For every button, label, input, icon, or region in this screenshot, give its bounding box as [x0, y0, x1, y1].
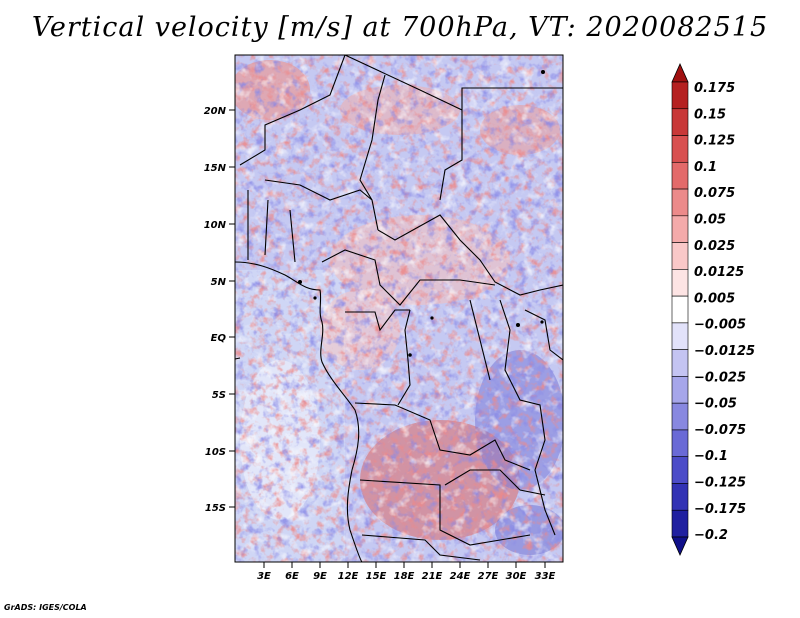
colorbar-label: −0.2 — [694, 528, 728, 543]
colorbar-segment — [671, 456, 689, 484]
lon-label: 27E — [478, 571, 499, 582]
colorbar-segment — [671, 242, 689, 270]
colorbar-label: −0.1 — [694, 449, 728, 464]
colorbar-label: 0.175 — [694, 81, 735, 96]
lon-label: 24E — [450, 571, 471, 582]
lon-label: 18E — [394, 571, 415, 582]
colorbar-segment — [671, 295, 689, 324]
lon-label: 21E — [422, 571, 443, 582]
map-title: Vertical velocity [m/s] at 700hPa, VT: 2… — [31, 12, 769, 43]
colorbar-segment — [671, 322, 689, 350]
lon-label: 9E — [313, 571, 327, 582]
lon-label: 30E — [506, 571, 527, 582]
lat-label: 15S — [205, 503, 226, 514]
colorbar-label: 0.005 — [694, 291, 735, 306]
colorbar-segment — [671, 429, 689, 458]
colorbar-label: −0.175 — [694, 502, 746, 517]
lon-label: 3E — [257, 571, 271, 582]
colorbar-label: 0.05 — [694, 213, 726, 228]
colorbar-label: 0.025 — [694, 239, 735, 254]
lat-label: 5S — [212, 390, 226, 401]
colorbar-bottom-arrow — [671, 536, 689, 556]
colorbar-segment — [671, 161, 689, 190]
longitude-labels: 3E 6E 9E 12E 15E 18E 21E 24E 27E 30E 33E — [257, 571, 555, 582]
colorbar-label: 0.1 — [694, 160, 717, 175]
colorbar-segment — [671, 135, 689, 163]
lon-label: 15E — [366, 571, 387, 582]
colorbar-label: −0.075 — [694, 423, 746, 438]
colorbar-label: 0.125 — [694, 134, 735, 149]
colorbar-segment — [671, 509, 689, 538]
latitude-labels: 20N 15N 10N 5N EQ 5S 10S 15S — [204, 106, 227, 514]
colorbar-segment — [671, 215, 689, 243]
lon-label: 12E — [338, 571, 359, 582]
lat-label: 15N — [204, 163, 227, 174]
colorbar-label: 0.0125 — [694, 265, 744, 280]
map-frame — [234, 54, 564, 563]
lat-label: 10S — [205, 447, 226, 458]
colorbar-segment — [671, 188, 689, 217]
colorbar-segment — [671, 269, 689, 297]
coastlines-borders — [235, 55, 563, 562]
lon-label: 6E — [285, 571, 299, 582]
colorbar-label: 0.15 — [694, 107, 726, 122]
grads-credit: GrADS: IGES/COLA — [4, 603, 87, 612]
colorbar-label: 0.075 — [694, 186, 735, 201]
colorbar-segment — [671, 376, 689, 404]
colorbar-label: −0.005 — [694, 318, 746, 333]
lat-label: EQ — [211, 333, 227, 344]
lat-label: 20N — [204, 106, 227, 117]
colorbar-top-arrow — [671, 63, 689, 83]
velocity-field — [235, 55, 563, 562]
colorbar-segment — [671, 483, 689, 511]
colorbar-segment — [671, 81, 689, 110]
colorbar-segment — [671, 402, 689, 431]
colorbar-segment — [671, 108, 689, 136]
lat-label: 5N — [211, 277, 227, 288]
colorbar-label: −0.0125 — [694, 344, 755, 359]
colorbar-label: −0.025 — [694, 370, 746, 385]
colorbar-segment — [671, 349, 689, 377]
colorbar-label: −0.125 — [694, 476, 746, 491]
colorbar-label: −0.05 — [694, 397, 737, 412]
lat-label: 10N — [204, 220, 227, 231]
colorbar: 0.175 0.15 0.125 0.1 0.075 0.05 0.025 0.0125 0.0… — [671, 63, 755, 556]
lon-label: 33E — [535, 571, 556, 582]
